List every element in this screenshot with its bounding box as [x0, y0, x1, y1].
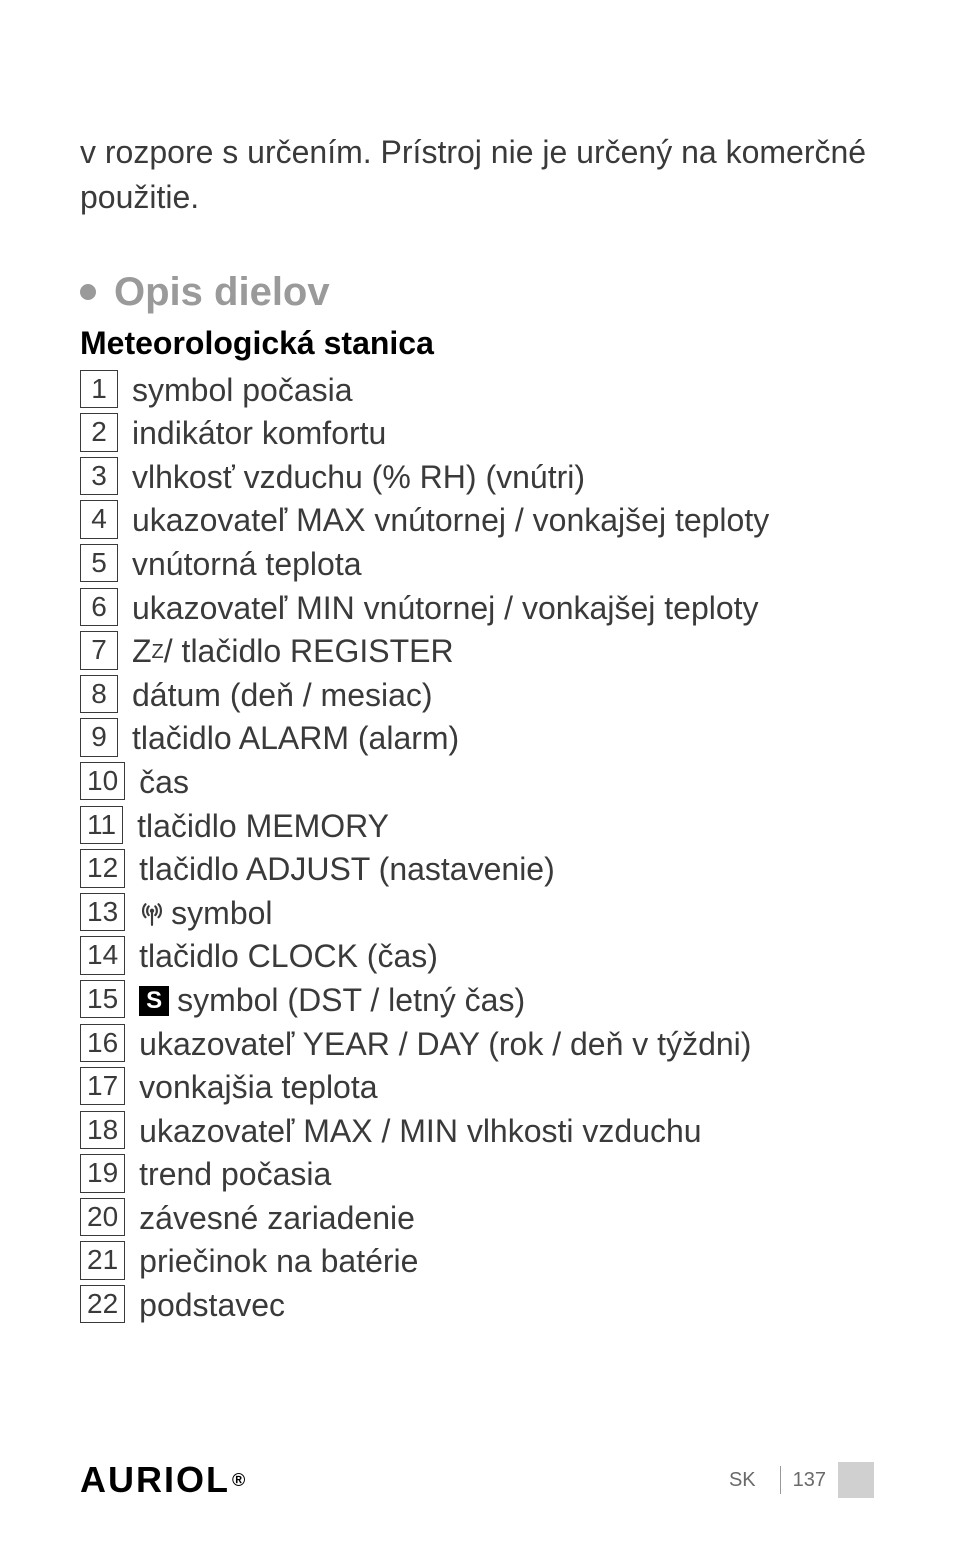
- item-number-box: 16: [80, 1024, 125, 1062]
- section-title: Opis dielov: [114, 270, 330, 315]
- item-list: 1 symbol počasia 2 indikátor komfortu 3 vlhko…: [80, 370, 874, 1329]
- registered-icon: ®: [232, 1470, 247, 1491]
- item-number-box: 7: [80, 631, 118, 669]
- item-text: ukazovateľ YEAR / DAY (rok / deň v týždn…: [139, 1024, 751, 1066]
- item-text: ZZ / tlačidlo REGISTER: [132, 631, 454, 673]
- item-number-box: 3: [80, 457, 118, 495]
- bullet-icon: [80, 284, 96, 300]
- page-footer: AURIOL® SK 137: [80, 1459, 874, 1501]
- page-number: 137: [793, 1469, 826, 1492]
- list-item: 8 dátum (deň / mesiac): [80, 675, 874, 717]
- item-text: dátum (deň / mesiac): [132, 675, 433, 717]
- item-text: vlhkosť vzduchu (% RH) (vnútri): [132, 457, 585, 499]
- item-text: ukazovateľ MAX / MIN vlhkosti vzduchu: [139, 1111, 701, 1153]
- list-item: 14 tlačidlo CLOCK (čas): [80, 936, 874, 978]
- intro-paragraph: v rozpore s určením. Prístroj nie je urč…: [80, 130, 874, 220]
- list-item: 7 ZZ / tlačidlo REGISTER: [80, 631, 874, 673]
- page-language: SK: [729, 1469, 756, 1492]
- list-item: 10 čas: [80, 762, 874, 804]
- item-number-box: 13: [80, 893, 125, 931]
- item-number-box: 14: [80, 936, 125, 974]
- page-divider: [780, 1466, 781, 1494]
- list-item: 22 podstavec: [80, 1285, 874, 1327]
- item-text: tlačidlo CLOCK (čas): [139, 936, 438, 978]
- item-text: priečinok na batérie: [139, 1241, 418, 1283]
- item-number-box: 18: [80, 1111, 125, 1149]
- page-info: SK 137: [729, 1462, 874, 1498]
- item-text: trend počasia: [139, 1154, 331, 1196]
- list-item: 5 vnútorná teplota: [80, 544, 874, 586]
- list-item: 13 symbol: [80, 893, 874, 935]
- list-item: 9 tlačidlo ALARM (alarm): [80, 718, 874, 760]
- item-number-box: 11: [80, 806, 123, 844]
- item-text: tlačidlo ALARM (alarm): [132, 718, 459, 760]
- page-marker: [838, 1462, 874, 1498]
- list-item: 6 ukazovateľ MIN vnútornej / vonkajšej te…: [80, 588, 874, 630]
- list-item: 2 indikátor komfortu: [80, 413, 874, 455]
- subsection-title: Meteorologická stanica: [80, 325, 874, 362]
- item-number-box: 22: [80, 1285, 125, 1323]
- list-item: 19 trend počasia: [80, 1154, 874, 1196]
- item-text: tlačidlo ADJUST (nastavenie): [139, 849, 555, 891]
- item-text: symbol: [139, 893, 272, 935]
- item-text: čas: [139, 762, 189, 804]
- item-number-box: 17: [80, 1067, 125, 1105]
- item-number-box: 6: [80, 588, 118, 626]
- radio-tower-icon: [139, 901, 165, 927]
- item-number-box: 19: [80, 1154, 125, 1192]
- item-number-box: 15: [80, 980, 125, 1018]
- item-text: S symbol (DST / letný čas): [139, 980, 525, 1022]
- item-number-box: 4: [80, 500, 118, 538]
- item-number-box: 10: [80, 762, 125, 800]
- item-number-box: 21: [80, 1241, 125, 1279]
- dst-s-icon: S: [139, 986, 169, 1016]
- list-item: 16 ukazovateľ YEAR / DAY (rok / deň v týž…: [80, 1024, 874, 1066]
- item-text: tlačidlo MEMORY: [137, 806, 389, 848]
- list-item: 18 ukazovateľ MAX / MIN vlhkosti vzduchu: [80, 1111, 874, 1153]
- list-item: 4 ukazovateľ MAX vnútornej / vonkajšej te…: [80, 500, 874, 542]
- item-text: symbol počasia: [132, 370, 353, 412]
- section-header: Opis dielov: [80, 270, 874, 315]
- list-item: 20 závesné zariadenie: [80, 1198, 874, 1240]
- item-text: vonkajšia teplota: [139, 1067, 377, 1109]
- item-number-box: 12: [80, 849, 125, 887]
- list-item: 3 vlhkosť vzduchu (% RH) (vnútri): [80, 457, 874, 499]
- item-text: indikátor komfortu: [132, 413, 386, 455]
- list-item: 15 S symbol (DST / letný čas): [80, 980, 874, 1022]
- item-text: ukazovateľ MAX vnútornej / vonkajšej tep…: [132, 500, 769, 542]
- item-text: vnútorná teplota: [132, 544, 362, 586]
- item-number-box: 2: [80, 413, 118, 451]
- item-number-box: 1: [80, 370, 118, 408]
- list-item: 12 tlačidlo ADJUST (nastavenie): [80, 849, 874, 891]
- item-text: podstavec: [139, 1285, 285, 1327]
- item-number-box: 8: [80, 675, 118, 713]
- item-number-box: 20: [80, 1198, 125, 1236]
- item-text: ukazovateľ MIN vnútornej / vonkajšej tep…: [132, 588, 759, 630]
- list-item: 17 vonkajšia teplota: [80, 1067, 874, 1109]
- list-item: 11 tlačidlo MEMORY: [80, 806, 874, 848]
- item-number-box: 9: [80, 718, 118, 756]
- item-number-box: 5: [80, 544, 118, 582]
- item-text: závesné zariadenie: [139, 1198, 415, 1240]
- brand-logo: AURIOL®: [80, 1459, 247, 1501]
- list-item: 21 priečinok na batérie: [80, 1241, 874, 1283]
- list-item: 1 symbol počasia: [80, 370, 874, 412]
